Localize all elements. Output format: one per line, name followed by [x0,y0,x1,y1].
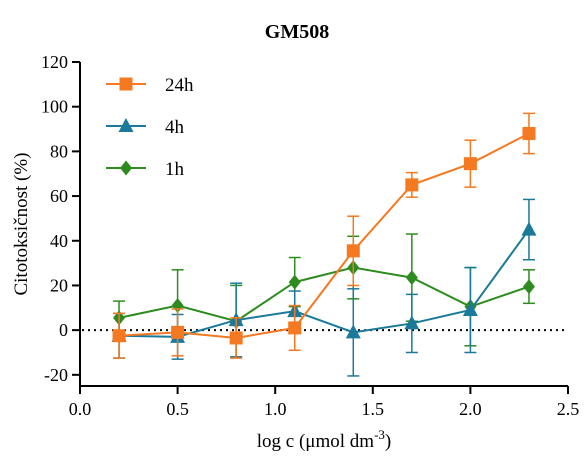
data-point [521,221,537,236]
y-tick-label: 0 [59,320,68,340]
data-point [462,302,478,317]
data-point [112,329,126,343]
x-tick-label: 0.5 [166,399,189,419]
data-point [346,244,360,258]
y-tick-label: 80 [50,141,68,161]
legend-item-24h: 24h [106,75,194,96]
legend-item-4h: 4h [106,117,185,138]
legend-label: 1h [165,159,185,180]
x-axis-label-main: log c (μmol dm [257,431,375,452]
data-point [522,127,536,141]
series-layer [111,112,537,377]
y-tick-label: 40 [50,231,68,251]
data-point [405,178,419,192]
x-tick-label: 1.5 [362,399,385,419]
y-axis-label: Citotoksičnost (%) [11,152,32,295]
data-point [171,325,185,339]
y-tick-label: 60 [50,186,68,206]
data-point [405,270,418,286]
data-point [463,157,477,171]
y-tick-label: -20 [44,365,68,385]
x-ticks: 0.0 0.5 1.0 1.5 2.0 2.5 [69,386,580,419]
data-point [229,331,243,345]
legend-item-1h: 1h [106,159,185,180]
x-tick-label: 2.0 [459,399,482,419]
x-tick-label: 2.5 [557,399,580,419]
chart-title: GM508 [265,21,329,43]
data-point [288,321,302,335]
series-24h [112,112,536,359]
x-tick-label: 1.0 [264,399,287,419]
series-line-4h [119,228,530,338]
legend-marker [119,77,133,91]
legend: 24h 4h 1h [106,75,194,180]
x-axis-label: log c (μmol dm-3) [257,427,391,452]
series-line-1h [118,266,530,323]
x-axis-label-end: ) [385,431,391,452]
data-point [404,315,420,330]
y-tick-label: 100 [41,97,68,117]
y-tick-label: 20 [50,275,68,295]
x-axis-label-superscript: -3 [374,427,385,442]
legend-label: 24h [165,75,194,96]
data-point [288,274,301,290]
legend-marker [120,160,132,176]
series-4h [111,198,537,377]
series-line-24h [118,132,530,339]
data-point [522,279,535,295]
legend-label: 4h [165,117,185,138]
y-tick-label: 120 [41,52,68,72]
data-point [345,324,361,339]
y-ticks: -20 0 20 40 60 80 100 120 [41,52,80,385]
legend-marker [118,118,134,132]
x-tick-label: 0.0 [69,399,92,419]
